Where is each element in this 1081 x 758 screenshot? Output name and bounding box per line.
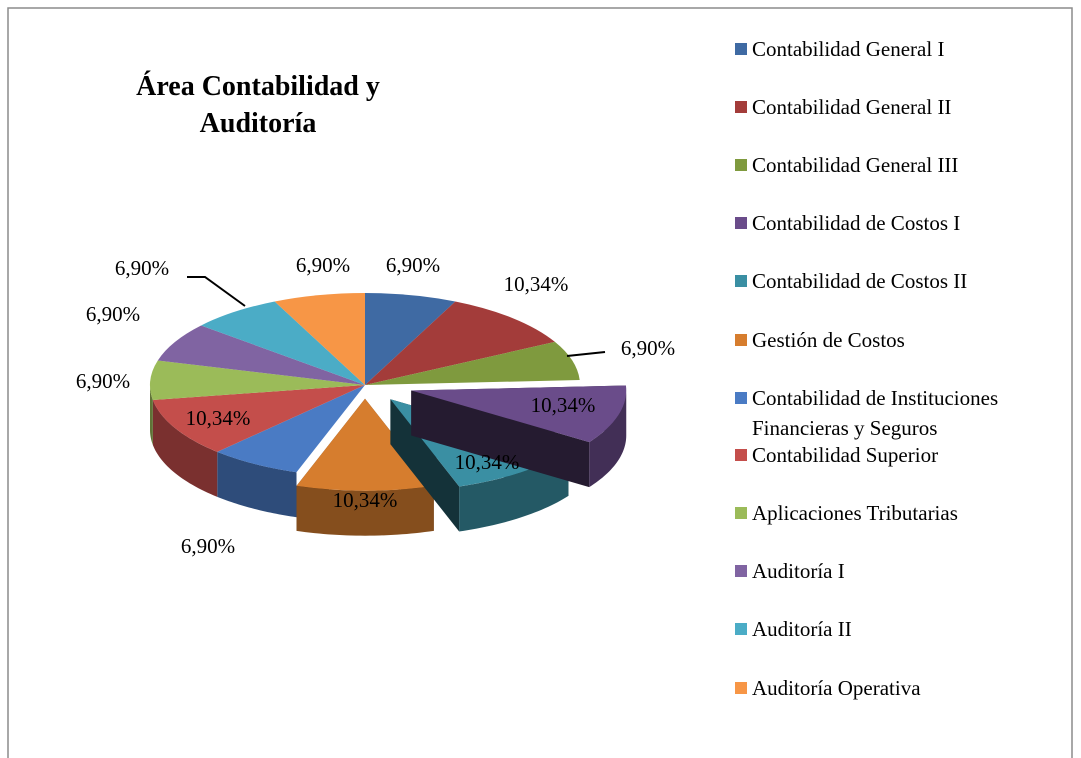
legend-item: Auditoría Operativa [735, 673, 1065, 703]
legend-item: Contabilidad Superior [735, 440, 1065, 470]
pie-slice [274, 293, 365, 385]
data-label: 6,90% [621, 336, 675, 360]
frame [7, 7, 1073, 758]
legend-label: Contabilidad de Instituciones Financiera… [752, 386, 999, 440]
legend-swatch [735, 43, 747, 55]
pie-slice [157, 325, 365, 385]
pie-slice [296, 398, 434, 491]
slice-side [217, 451, 297, 518]
leader-line [187, 276, 246, 307]
data-label: 10,34% [455, 450, 520, 474]
legend-label: Auditoría I [752, 559, 845, 583]
legend-swatch [735, 507, 747, 519]
legend-swatch [735, 101, 747, 113]
legend-swatch [735, 217, 747, 229]
legend-swatch [735, 334, 747, 346]
legend-label: Aplicaciones Tributarias [752, 501, 958, 525]
data-label: 6,90% [181, 534, 235, 558]
data-label: 10,34% [531, 393, 596, 417]
legend-item: Contabilidad de Costos II [735, 266, 1065, 296]
legend-item: Auditoría II [735, 614, 1065, 644]
legend-swatch [735, 275, 747, 287]
legend-label: Auditoría II [752, 617, 852, 641]
legend-item: Auditoría I [735, 556, 1065, 586]
pie-slice [150, 360, 365, 400]
legend-swatch [735, 392, 747, 404]
legend-label: Contabilidad de Costos I [752, 211, 961, 235]
slice-side [150, 385, 153, 445]
data-label: 10,34% [333, 488, 398, 512]
legend-item: Gestión de Costos [735, 325, 1065, 355]
pie-slice [217, 385, 365, 473]
data-label: 6,90% [386, 253, 440, 277]
pie-slice [152, 385, 365, 452]
legend-item: Contabilidad General III [735, 150, 1065, 180]
legend-swatch [735, 623, 747, 635]
legend-item: Contabilidad General II [735, 92, 1065, 122]
legend-label: Contabilidad Superior [752, 443, 939, 467]
slice-side [152, 399, 218, 497]
legend-label: Contabilidad de Costos II [752, 269, 968, 293]
legend-item: Aplicaciones Tributarias [735, 498, 1065, 528]
pie-slice [365, 301, 555, 385]
data-label: 6,90% [86, 302, 140, 326]
legend-label: Contabilidad General I [752, 37, 945, 61]
legend-label: Gestión de Costos [752, 328, 905, 352]
chart-title: Área Contabilidad y Auditoría [136, 71, 380, 139]
legend-item: Contabilidad General I [735, 34, 1065, 64]
legend-item: Contabilidad de Instituciones Financiera… [735, 383, 1065, 443]
pie-slice [365, 293, 456, 385]
legend-swatch [735, 682, 747, 694]
data-label: 10,34% [186, 406, 251, 430]
slice-face [411, 390, 590, 488]
leader-line [566, 351, 606, 357]
pie-slice [201, 301, 365, 385]
legend-item: Contabilidad de Costos I [735, 208, 1065, 238]
pie-slice [365, 341, 580, 385]
pie [150, 293, 627, 536]
data-label: 6,90% [296, 253, 350, 277]
legend-label: Auditoría Operativa [752, 676, 921, 700]
legend-label: Contabilidad General II [752, 95, 952, 119]
data-label: 6,90% [76, 369, 130, 393]
slice-face [390, 399, 460, 532]
legend-swatch [735, 159, 747, 171]
legend-swatch [735, 565, 747, 577]
legend-label: Contabilidad General III [752, 153, 959, 177]
slice-side [296, 485, 434, 536]
pie-slice [411, 385, 627, 443]
slice-side [589, 390, 627, 488]
data-label: 10,34% [504, 272, 569, 296]
data-label: 6,90% [115, 256, 169, 280]
legend-swatch [735, 449, 747, 461]
